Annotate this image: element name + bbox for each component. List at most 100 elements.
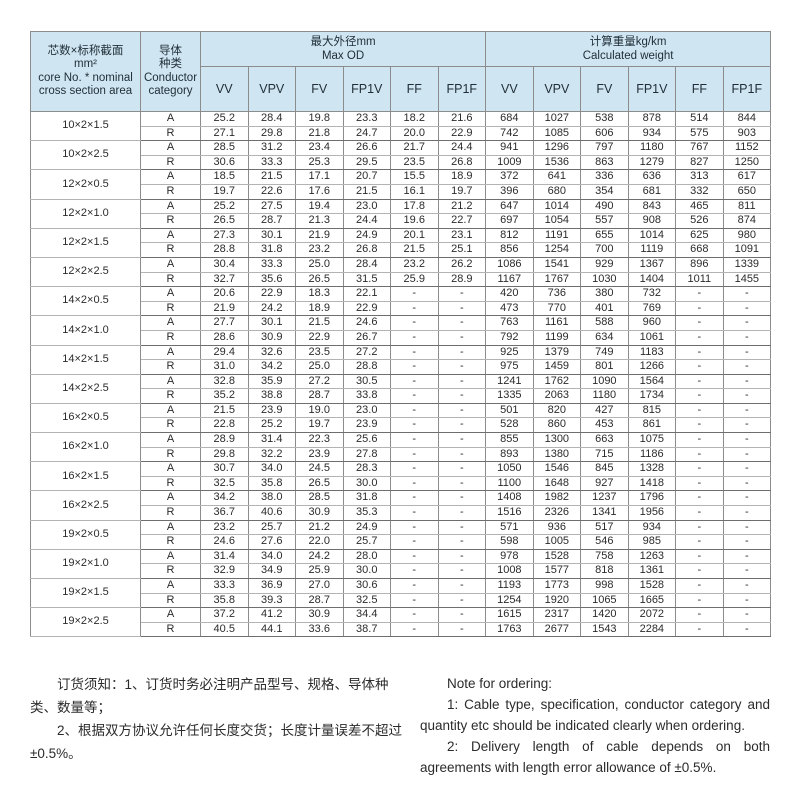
value-cell: 36.9 — [247, 578, 296, 594]
spec-column-header: 芯数×标称截面 mm² core No. * nominal cross sec… — [30, 31, 141, 112]
value-cell: 700 — [580, 242, 629, 258]
value-cell: 380 — [580, 286, 629, 302]
value-cell: - — [722, 519, 772, 536]
value-cell: 21.5 — [247, 169, 296, 185]
value-cell: 2326 — [532, 505, 582, 521]
spec-cell: 19×2×0.5 — [30, 519, 141, 550]
value-cell: - — [390, 461, 439, 477]
value-cell: 18.9 — [295, 300, 344, 317]
value-cell: 1186 — [627, 446, 677, 463]
value-cell: 26.2 — [437, 256, 487, 273]
value-cell: 24.2 — [247, 300, 296, 317]
value-cell: - — [437, 505, 487, 521]
value-cell: 641 — [532, 169, 582, 185]
value-cell: - — [390, 519, 439, 536]
conductor-category-cell: R — [140, 505, 201, 521]
table-row: R 22.8 25.2 19.7 23.9- -528 860 453 861- - — [31, 417, 772, 434]
value-cell: 908 — [627, 213, 677, 229]
conductor-category-cell: A — [140, 169, 201, 185]
value-cell: 22.7 — [437, 213, 487, 229]
value-cell: 30.4 — [200, 256, 249, 273]
value-cell: 1796 — [627, 490, 677, 507]
value-cell: 575 — [675, 125, 724, 142]
weight-header-en: Calculated weight — [582, 50, 674, 62]
value-cell: 35.8 — [247, 475, 296, 492]
value-cell: 763 — [485, 315, 534, 331]
value-cell: 38.0 — [247, 490, 296, 507]
value-cell: - — [390, 505, 439, 521]
value-cell: 1920 — [532, 592, 582, 609]
value-cell: 1161 — [532, 315, 582, 331]
table-row: 19×2×1.5 A 33.3 36.9 27.0 30.6- -1193 1773 998 15… — [30, 577, 772, 609]
value-cell: - — [722, 315, 772, 331]
value-cell: 925 — [485, 344, 534, 361]
value-cell: 1030 — [580, 271, 629, 288]
value-cell: - — [675, 300, 724, 317]
table-row: R 28.6 30.9 22.9 26.7- -792 1199 634 1061- - — [31, 329, 772, 346]
value-cell: 526 — [675, 213, 724, 229]
column-header-od-fp1v: FP1V — [342, 66, 391, 112]
value-cell: 34.4 — [342, 607, 391, 623]
value-cell: 27.8 — [342, 446, 391, 463]
table-row: 12×2×1.5 A 27.3 30.1 21.9 24.9 20.1 23.1 812 1191… — [30, 227, 772, 258]
value-cell: 742 — [485, 125, 534, 142]
value-cell: 960 — [627, 315, 677, 331]
ordering-note-en: Note for ordering: 1: Cable type, specif… — [420, 674, 770, 779]
table-row: R 24.6 27.6 22.0 25.7- -598 1005 546 985- - — [31, 534, 772, 550]
conductor-category-cell: A — [140, 519, 201, 536]
spec-header-en1: core No. * nominal — [38, 71, 133, 84]
value-cell: 25.0 — [295, 256, 344, 273]
value-cell: 420 — [485, 286, 534, 302]
spec-cell: 10×2×2.5 — [30, 140, 141, 171]
value-cell: 998 — [580, 578, 629, 594]
value-cell: 23.1 — [437, 227, 487, 244]
value-cell: 313 — [675, 169, 724, 185]
value-cell: 27.0 — [295, 578, 344, 594]
value-cell: - — [437, 432, 487, 448]
spec-cell: 14×2×0.5 — [30, 286, 141, 317]
value-cell: 1005 — [532, 534, 582, 550]
value-cell: - — [390, 490, 439, 507]
value-cell: - — [390, 373, 439, 390]
conductor-category-cell: R — [140, 563, 201, 579]
value-cell: 22.1 — [342, 286, 391, 302]
value-cell: 571 — [485, 519, 534, 536]
value-cell: 465 — [675, 198, 724, 215]
value-cell: 941 — [485, 140, 534, 156]
spec-cell: 16×2×2.5 — [30, 490, 141, 521]
table-row: 12×2×0.5 A 18.5 21.5 17.1 20.7 15.5 18.9 372 641 3… — [30, 169, 772, 200]
value-cell: 1541 — [532, 256, 582, 273]
value-cell: 19.7 — [200, 183, 249, 200]
value-cell: 26.5 — [295, 271, 344, 288]
value-cell: 1085 — [532, 125, 582, 142]
value-cell: 861 — [627, 417, 677, 434]
conductor-category-cell: A — [140, 402, 201, 419]
value-cell: - — [437, 300, 487, 317]
value-cell: 25.0 — [295, 359, 344, 375]
value-cell: 1191 — [532, 227, 582, 244]
value-cell: 1773 — [532, 578, 582, 594]
value-cell: 23.2 — [390, 256, 439, 273]
value-cell: - — [675, 475, 724, 492]
value-cell: - — [722, 300, 772, 317]
value-cell: 749 — [580, 344, 629, 361]
value-cell: 21.5 — [342, 183, 391, 200]
value-cell: - — [437, 621, 487, 638]
value-cell: 27.5 — [247, 198, 296, 215]
value-cell: - — [675, 432, 724, 448]
value-cell: 1009 — [485, 154, 534, 171]
value-cell: 1763 — [485, 621, 534, 638]
value-cell: 843 — [627, 198, 677, 215]
value-cell: 557 — [580, 213, 629, 229]
value-cell: 30.1 — [247, 227, 296, 244]
value-cell: - — [390, 607, 439, 623]
value-cell: 26.6 — [342, 140, 391, 156]
value-cell: 1241 — [485, 373, 534, 390]
spec-header-zh: 芯数×标称截面 — [47, 44, 124, 57]
value-cell: 22.9 — [295, 329, 344, 346]
value-cell: 33.3 — [200, 578, 249, 594]
value-cell: - — [390, 446, 439, 463]
conductor-category-cell: A — [140, 198, 201, 215]
value-cell: 22.6 — [247, 183, 296, 200]
value-cell: - — [722, 534, 772, 550]
